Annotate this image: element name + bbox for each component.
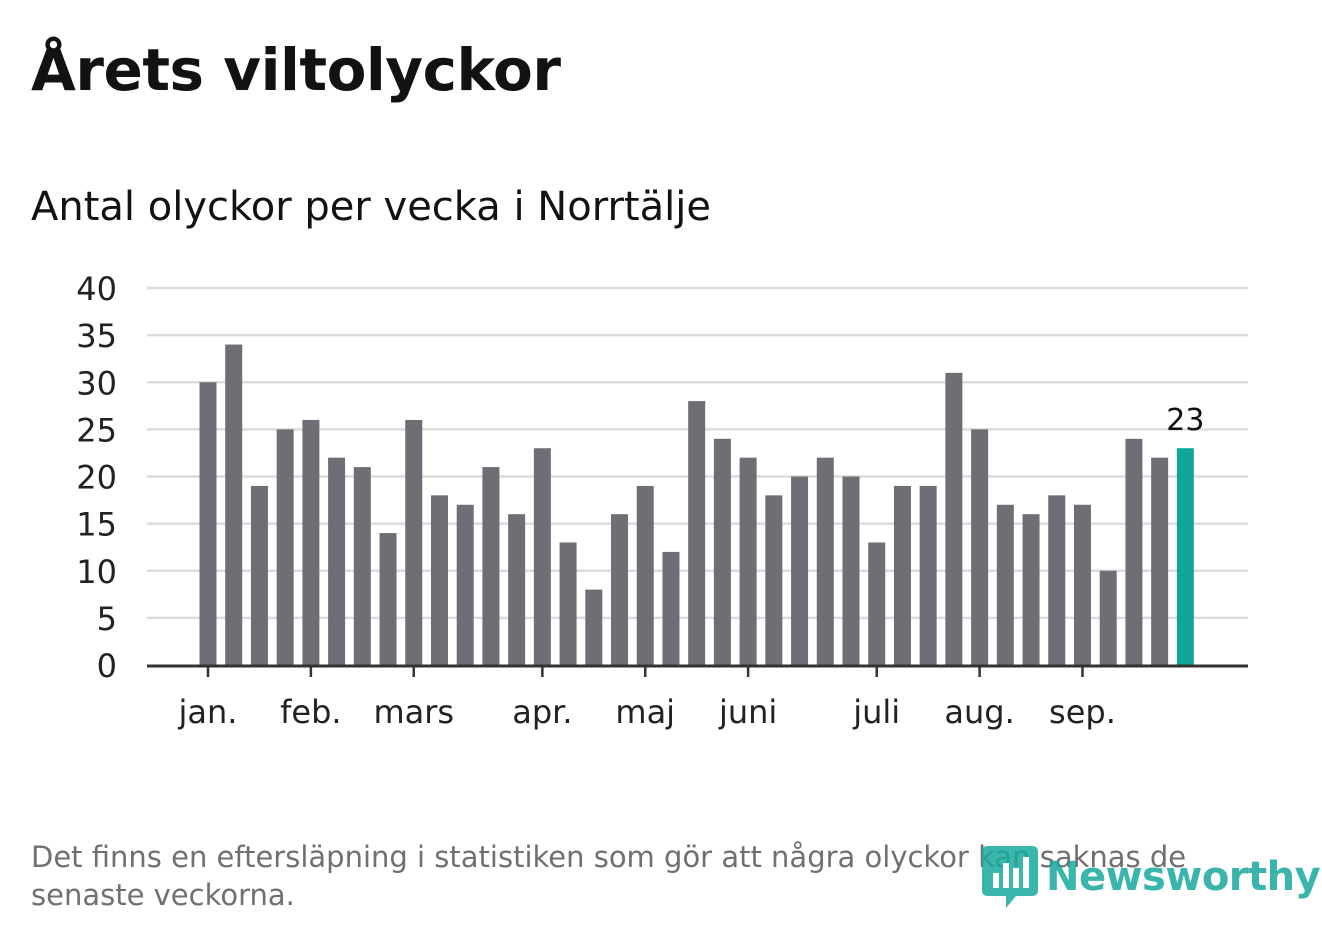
y-tick-label: 40 <box>76 270 117 308</box>
bar <box>636 485 654 665</box>
bar <box>379 533 397 665</box>
bar <box>945 372 963 665</box>
y-axis-ticks: 0 5 10 15 20 25 30 35 40 <box>76 270 117 685</box>
bar <box>1073 504 1091 665</box>
data-labels: 23 <box>1166 403 1204 438</box>
bar <box>611 514 629 665</box>
bar <box>328 457 346 665</box>
x-tick-label: jan. <box>178 693 238 731</box>
bar <box>250 485 268 665</box>
bar <box>1048 495 1066 665</box>
chart-subtitle: Antal olyckor per vecka i Norrtälje <box>31 184 711 230</box>
bar <box>791 476 809 665</box>
y-tick-label: 35 <box>76 317 117 355</box>
y-tick-label: 20 <box>76 459 117 497</box>
bar-highlight <box>1176 448 1194 665</box>
bar <box>662 551 680 665</box>
bar <box>353 467 371 665</box>
bar <box>996 504 1014 665</box>
x-tick-label: maj <box>615 693 675 731</box>
y-tick-label: 10 <box>76 553 117 591</box>
bar <box>1099 570 1117 665</box>
x-tick-label: juni <box>718 693 777 731</box>
bar <box>199 382 217 665</box>
y-tick-label: 25 <box>76 411 117 449</box>
bar <box>893 485 911 665</box>
bar <box>816 457 834 665</box>
bar <box>508 514 526 665</box>
bar <box>482 467 500 665</box>
x-tick-label: juli <box>852 693 900 731</box>
bar <box>688 401 706 665</box>
bar <box>225 344 243 665</box>
x-tick-label: mars <box>373 693 454 731</box>
x-axis: jan. feb. mars apr. maj juni juli aug. sep. <box>147 664 1248 731</box>
bar <box>713 438 731 665</box>
bar <box>1125 438 1143 665</box>
x-tick-label: sep. <box>1049 693 1116 731</box>
bar <box>1151 457 1169 665</box>
x-tick-label: feb. <box>280 693 341 731</box>
data-label-highlight: 23 <box>1166 403 1204 438</box>
bar <box>456 504 474 665</box>
bar <box>868 542 886 665</box>
bar-chart: 0 5 10 15 20 25 30 35 40 jan. feb. mars apr. maj juni… <box>76 270 1248 731</box>
y-tick-label: 30 <box>76 364 117 402</box>
y-tick-label: 5 <box>97 600 117 638</box>
newsworthy-chart-icon <box>982 846 1038 908</box>
bar <box>971 429 989 665</box>
bar <box>739 457 757 665</box>
chart-title: Årets viltolyckor <box>31 36 561 104</box>
bar <box>302 419 320 665</box>
bar <box>585 589 603 665</box>
x-tick-label: aug. <box>944 693 1014 731</box>
bar <box>842 476 860 665</box>
bar <box>919 485 937 665</box>
y-tick-label: 15 <box>76 506 117 544</box>
bar <box>430 495 448 665</box>
bar <box>276 429 294 665</box>
bar <box>559 542 577 665</box>
newsworthy-logo[interactable]: Newsworthy <box>982 846 1321 908</box>
bar <box>765 495 783 665</box>
logo-text: Newsworthy <box>1046 854 1321 900</box>
bar <box>1022 514 1040 665</box>
y-tick-label: 0 <box>97 647 117 685</box>
bar <box>533 448 551 665</box>
bar <box>405 419 423 665</box>
bars <box>199 344 1194 665</box>
x-tick-label: apr. <box>512 693 572 731</box>
